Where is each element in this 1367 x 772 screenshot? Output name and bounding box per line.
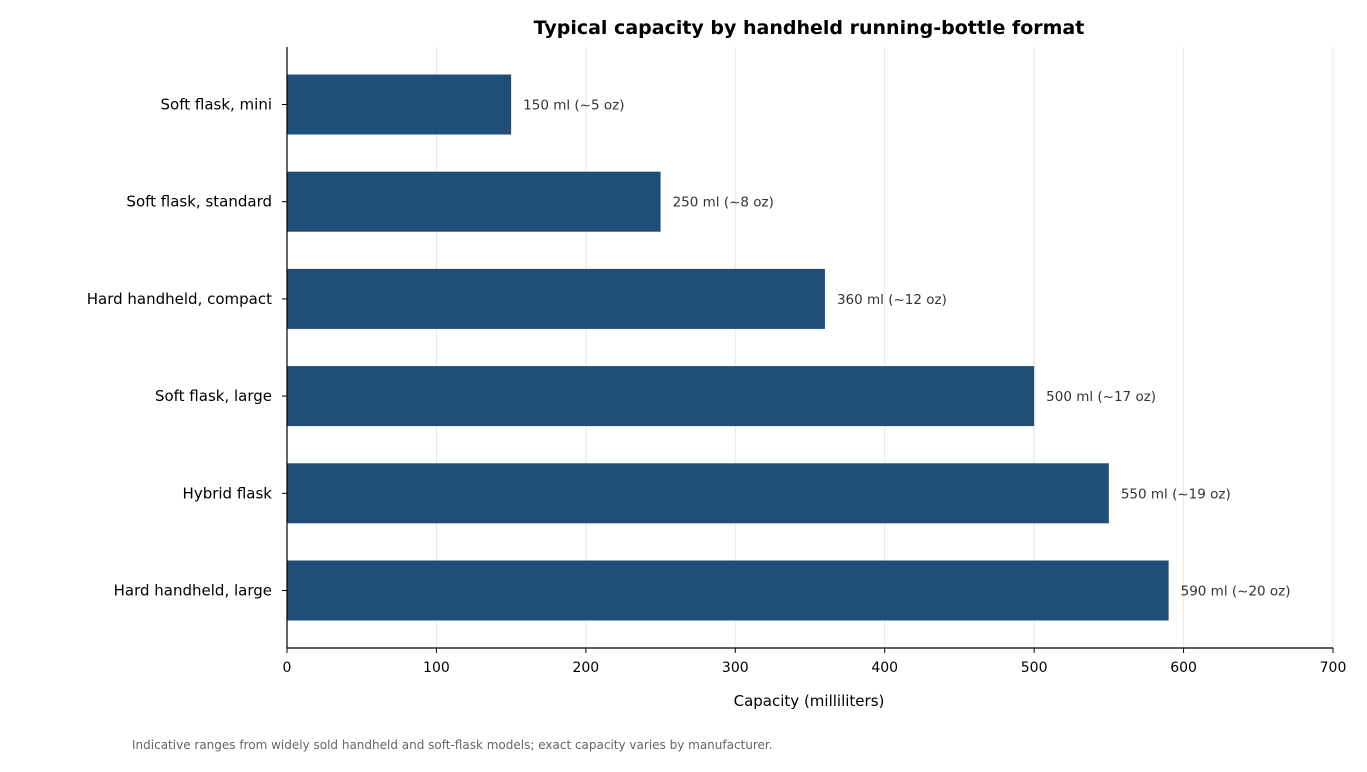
axes [286,47,1333,649]
data-label: 250 ml (~8 oz) [673,195,774,211]
data-label: 150 ml (~5 oz) [523,98,624,114]
bar [287,560,1169,621]
bar [287,268,825,329]
x-tick-label: 700 [1320,660,1347,676]
x-tick-label: 300 [722,660,749,676]
data-labels: 150 ml (~5 oz) 250 ml (~8 oz) 360 ml (~12 … [523,98,1290,600]
footnote: Indicative ranges from widely sold handh… [132,738,773,752]
chart-title: Typical capacity by handheld running-bot… [534,17,1085,39]
x-tick-label: 500 [1021,660,1048,676]
x-axis-title: Capacity (milliliters) [734,692,885,710]
category-label: Soft flask, standard [126,193,272,211]
category-label: Hard handheld, large [114,582,272,600]
x-tick-label: 200 [572,660,599,676]
x-tick-label: 100 [423,660,450,676]
bar [287,171,661,232]
data-label: 500 ml (~17 oz) [1046,389,1156,405]
data-label: 590 ml (~20 oz) [1181,584,1291,600]
bar [287,74,512,135]
category-label: Hybrid flask [183,484,273,502]
gridlines [435,47,1334,648]
category-label: Soft flask, mini [161,96,273,114]
data-label: 360 ml (~12 oz) [837,292,947,308]
x-tick-label: 0 [283,660,292,676]
x-tick-label: 400 [871,660,898,676]
bars [287,74,1169,621]
bar [287,366,1035,427]
x-tick-label: 600 [1170,660,1197,676]
bar [287,463,1109,524]
x-ticks: 0 100 200 300 400 500 600 700 [282,104,1347,676]
y-category-labels: Soft flask, mini Soft flask, standard Hard… [87,96,273,600]
category-label: Hard handheld, compact [87,290,272,308]
category-label: Soft flask, large [155,387,272,405]
data-label: 550 ml (~19 oz) [1121,486,1231,502]
